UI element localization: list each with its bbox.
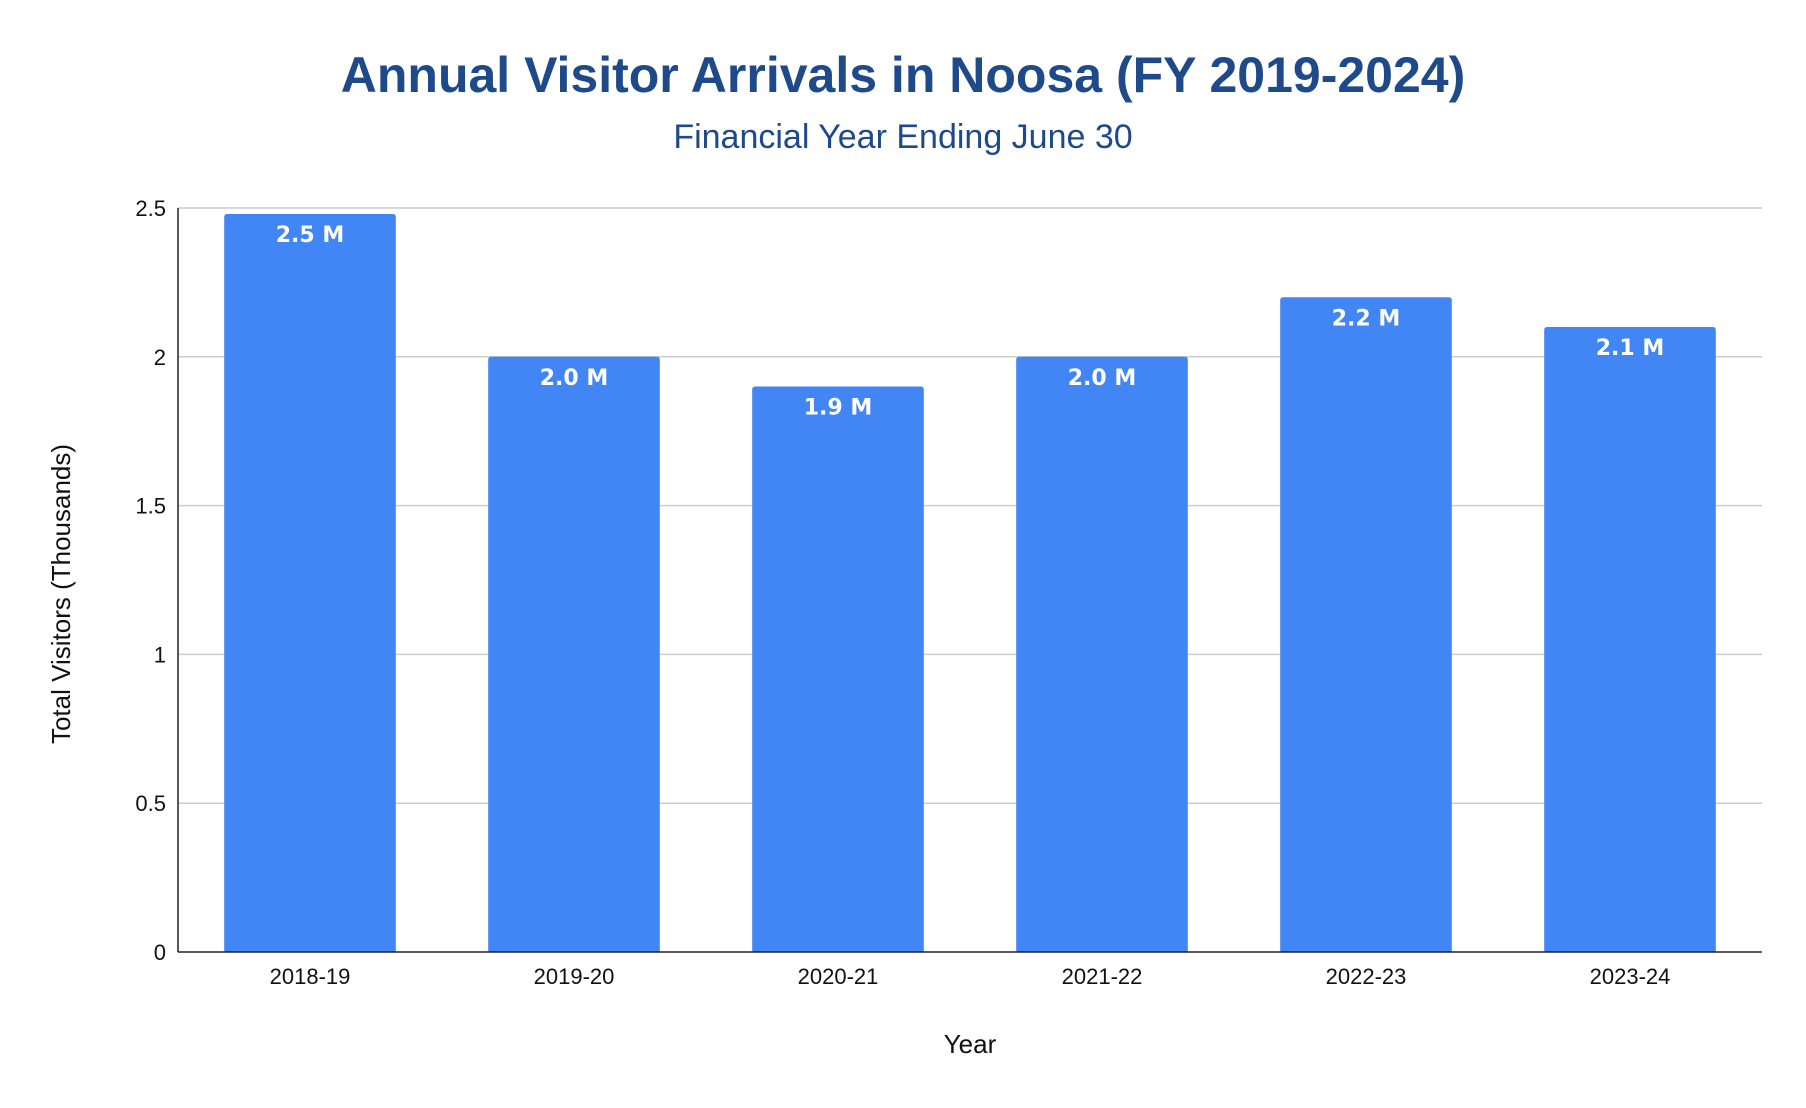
bar-2022-23 (1280, 297, 1452, 952)
labels: 0 0.5 1 1.5 2 2.5 2.5 M 2018-19 2.0 M 2019-20 1.9 … (135, 196, 1670, 989)
y-tick-label: 1 (154, 642, 166, 667)
x-tick-label: 2019-20 (534, 964, 615, 989)
x-tick-label: 2021-22 (1062, 964, 1143, 989)
chart-title: Annual Visitor Arrivals in Noosa (FY 201… (340, 47, 1466, 103)
y-tick-label: 0.5 (135, 791, 166, 816)
bar-2023-24 (1544, 327, 1716, 952)
bar-2021-22 (1016, 356, 1188, 952)
x-tick-label: 2023-24 (1590, 964, 1671, 989)
x-tick-label: 2020-21 (798, 964, 879, 989)
y-axis-title: Total Visitors (Thousands) (46, 444, 76, 744)
axes (177, 208, 1762, 953)
data-label: 2.1 M (1596, 336, 1665, 361)
data-label: 2.0 M (1068, 366, 1137, 391)
y-tick-label: 2.5 (135, 196, 166, 221)
data-label: 1.9 M (804, 396, 873, 421)
chart-subtitle: Financial Year Ending June 30 (673, 118, 1133, 156)
bar-2019-20 (488, 356, 660, 952)
bar-2018-19 (224, 213, 396, 952)
x-axis-title: Year (944, 1029, 997, 1059)
bars (224, 213, 1716, 952)
data-label: 2.2 M (1332, 306, 1401, 331)
x-tick-label: 2022-23 (1326, 964, 1407, 989)
data-label: 2.0 M (540, 366, 609, 391)
bar-2020-21 (752, 386, 924, 952)
gridlines (178, 207, 1762, 804)
y-tick-label: 1.5 (135, 494, 166, 519)
x-tick-label: 2018-19 (270, 964, 351, 989)
data-label: 2.5 M (276, 223, 345, 248)
y-tick-label: 2 (154, 345, 166, 370)
y-tick-label: 0 (154, 940, 166, 965)
